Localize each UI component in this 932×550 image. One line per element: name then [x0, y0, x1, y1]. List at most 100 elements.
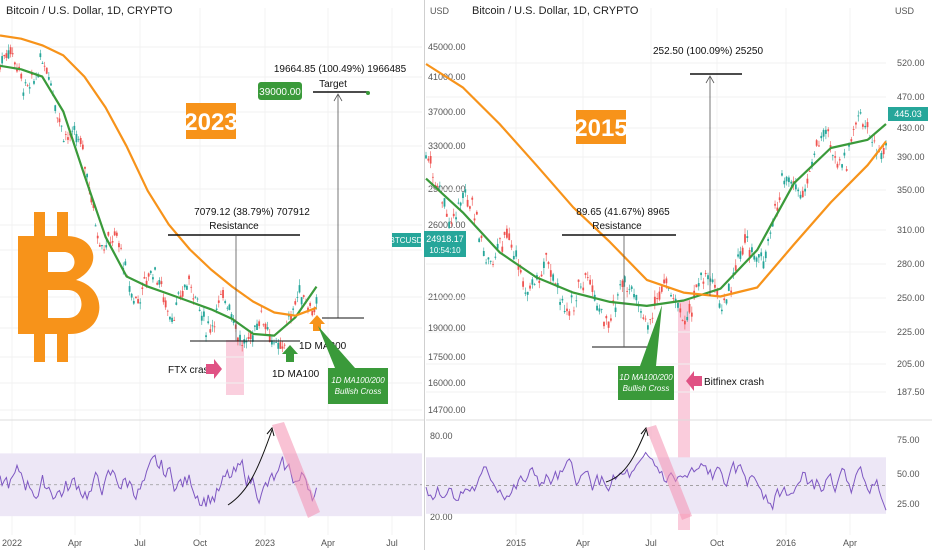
measure-label: 89.65 (41.67%) 8965: [576, 207, 670, 218]
candle-body: [762, 261, 765, 269]
candle-body: [579, 286, 582, 288]
candle-body: [482, 250, 485, 256]
candle-body: [203, 311, 205, 317]
ma200-arrow-up-icon: [309, 315, 325, 331]
bullish-cross-line2: Bullish Cross: [623, 384, 670, 393]
candle-body: [279, 342, 282, 349]
target-measure-label: 19664.85 (100.49%) 1966485: [274, 64, 407, 75]
candle-body: [605, 316, 608, 319]
candle-body: [776, 207, 779, 211]
candle-body: [101, 245, 103, 247]
candle-body: [147, 273, 150, 277]
candle-body: [26, 85, 29, 87]
candle-body: [270, 340, 273, 345]
candle-body: [237, 337, 239, 342]
candle-body: [767, 239, 770, 242]
candle-body: [224, 301, 227, 304]
candle-body: [81, 144, 84, 150]
year-badge-2015: [576, 110, 626, 144]
candle-body: [822, 129, 825, 137]
candle-body: [22, 92, 25, 96]
candle-body: [501, 246, 504, 252]
candle-body: [249, 331, 252, 340]
candle-body: [607, 321, 610, 328]
candle-body: [5, 53, 8, 58]
candle-body: [640, 311, 642, 313]
candle-body: [230, 314, 233, 319]
candle-body: [209, 329, 212, 333]
candle-body: [281, 346, 284, 349]
candle-body: [727, 283, 730, 291]
candle-body: [480, 235, 483, 239]
measure-label: 7079.12 (38.79%) 707912: [194, 207, 310, 218]
candle-body: [228, 304, 231, 310]
candle-body: [60, 125, 63, 127]
candle-body: [464, 189, 467, 193]
candle-body: [859, 112, 862, 114]
bullish-cross-callout: [318, 326, 388, 404]
candle-body: [175, 302, 178, 305]
candle-body: [266, 327, 269, 330]
candle-body: [113, 231, 116, 236]
price-tag-symbol: BTCUSD: [390, 236, 423, 245]
candle-body: [158, 280, 161, 285]
candle-body: [300, 297, 303, 305]
candle-body: [850, 139, 853, 142]
candle-body: [623, 276, 626, 283]
price-tick-label: 17500.00: [428, 352, 466, 362]
candle-body: [222, 289, 224, 298]
candle-body: [566, 308, 568, 312]
candle-body: [275, 342, 278, 343]
rsi-rise-arrow: [605, 429, 647, 483]
candle-body: [575, 300, 578, 302]
candle-body: [143, 276, 146, 279]
candle-body: [829, 145, 832, 148]
candle-body: [855, 122, 857, 125]
candle-body: [473, 218, 476, 221]
price-axis[interactable]: 520.00 470.00 430.00 390.00 350.00 310.00 280.…: [897, 58, 925, 509]
candle-body: [152, 277, 154, 280]
candle-body: [84, 166, 86, 169]
rsi-pane: [0, 453, 422, 517]
candle-body: [183, 284, 186, 288]
candle-body: [656, 298, 659, 300]
ma100-line: [425, 123, 887, 307]
candle-body: [653, 296, 656, 305]
moving-averages: [425, 63, 887, 307]
candle-body: [843, 152, 846, 156]
candle-body: [207, 321, 210, 324]
candle-body: [436, 185, 439, 187]
price-tick-label: 187.50: [897, 387, 925, 397]
candle-body: [0, 65, 1, 70]
candle-body: [315, 297, 318, 304]
candle-body: [177, 292, 180, 294]
candle-body: [866, 122, 869, 128]
candle-body: [94, 225, 97, 227]
candle-body: [841, 164, 843, 168]
rsi-decline-highlight: [646, 425, 692, 520]
price-tag-symbol-box: [392, 233, 421, 247]
resistance-label: Resistance: [209, 221, 259, 232]
price-tick-label: 280.00: [897, 259, 925, 269]
candle-body: [764, 251, 767, 259]
time-axis[interactable]: 2022 Apr Jul Oct 2023 Apr Jul: [2, 538, 398, 548]
candle-body: [294, 301, 297, 305]
time-axis[interactable]: 2015 Apr Jul Oct 2016 Apr: [506, 538, 857, 548]
resistance-label: Resistance: [592, 221, 642, 232]
candle-body: [7, 50, 10, 59]
candle-body: [494, 256, 497, 258]
candle-body: [552, 274, 555, 281]
candle-body: [619, 284, 622, 286]
candle-body: [838, 159, 841, 161]
candle-body: [179, 295, 182, 298]
candle-body: [75, 134, 78, 143]
candle-body: [30, 74, 33, 76]
price-tick-label: 310.00: [897, 225, 925, 235]
time-tick-label: Jul: [645, 538, 657, 548]
candle-body: [3, 55, 6, 57]
candle-body: [836, 163, 839, 168]
candle-body: [156, 282, 159, 285]
candle-body: [489, 260, 492, 262]
candle-body: [92, 203, 95, 208]
candle-body: [220, 294, 222, 295]
